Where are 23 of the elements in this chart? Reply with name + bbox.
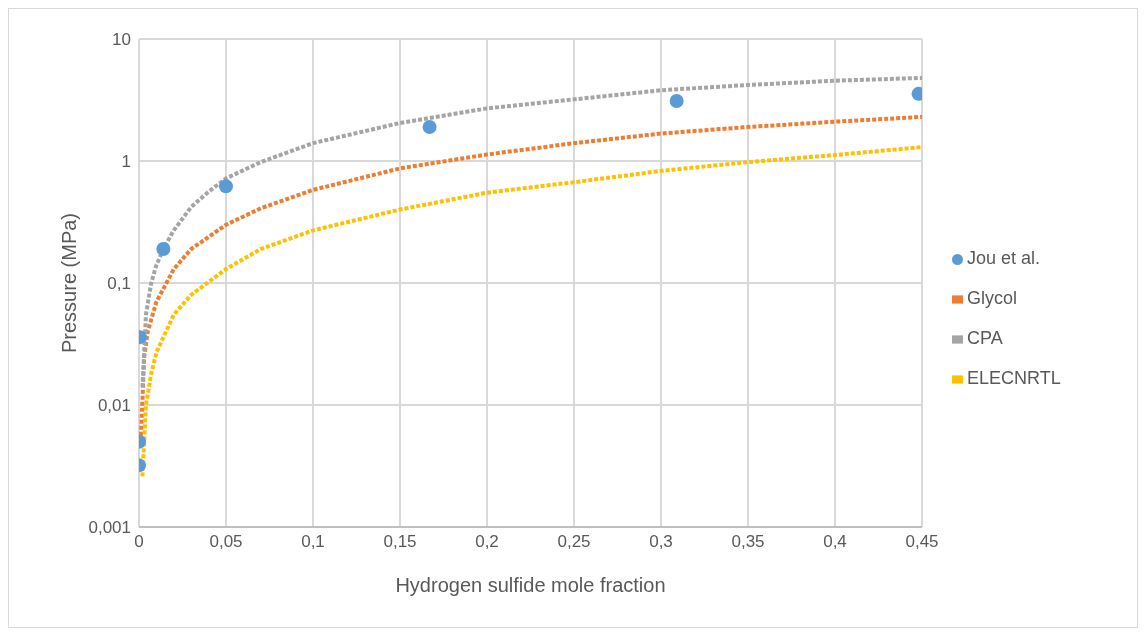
y-tick-label: 0,001 [88,518,131,538]
x-tick-label: 0,3 [649,532,673,552]
y-tick-label: 0,1 [107,274,131,294]
x-tick-label: 0,15 [383,532,417,552]
line-series [140,75,922,390]
line-series [140,145,922,479]
x-tick-label: 0,1 [301,532,325,552]
x-tick-label: 0,4 [823,532,847,552]
legend-label: ELECNRTL [967,368,1061,388]
y-tick-label: 1 [121,152,131,172]
x-tick-label: 0,45 [905,532,939,552]
x-axis-title: Hydrogen sulfide mole fraction [395,574,666,596]
legend-label: Jou et al. [967,248,1041,268]
y-axis-title: Pressure (MPa) [58,212,81,354]
y-tick-label: 0,01 [97,396,131,416]
x-tick-label: 0,2 [475,532,499,552]
legend-label: Glycol [967,288,1018,308]
x-tick-label: 0 [134,532,144,552]
x-tick-label: 0,35 [731,532,765,552]
x-tick-label: 0,25 [557,532,591,552]
y-tick-label: 10 [112,30,131,50]
legend-label: CPA [967,328,1003,348]
x-tick-label: 0,05 [209,532,243,552]
